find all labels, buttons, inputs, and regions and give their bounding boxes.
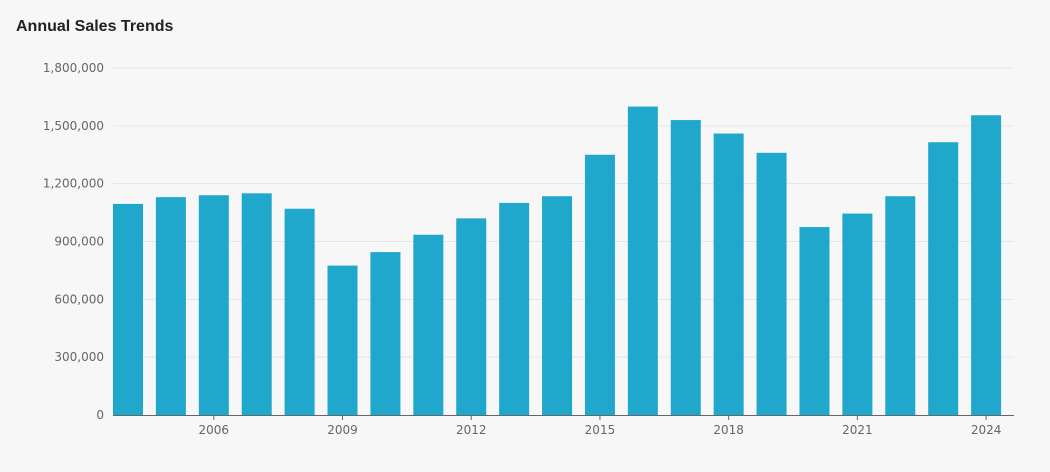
y-tick-label: 600,000 [54,292,104,306]
bar-2016 [627,106,658,415]
y-tick-label: 300,000 [54,350,104,364]
bar-2012 [456,218,487,415]
bar-2014 [542,196,573,415]
y-tick-label: 0 [96,408,104,422]
bar-2010 [370,252,401,415]
bar-2005 [155,197,186,415]
bar-2015 [584,154,615,415]
bar-2024 [971,115,1002,415]
chart-title: Annual Sales Trends [16,18,174,35]
x-tick-label: 2018 [713,423,744,437]
bar-2022 [885,196,916,415]
bar-2021 [842,213,873,415]
bar-2007 [241,193,272,415]
bar-2019 [756,152,787,415]
bar-2013 [499,202,530,415]
bar-2009 [327,265,358,415]
bar-2020 [799,227,830,415]
x-tick-label: 2021 [842,423,873,437]
bar-2023 [928,142,959,415]
bar-2018 [713,133,744,416]
bars [113,106,1002,416]
x-tick-label: 2024 [971,423,1002,437]
bar-2011 [413,234,444,415]
x-tick-label: 2009 [327,423,358,437]
x-tick-label: 2006 [199,423,230,437]
bar-2006 [198,195,229,415]
bar-2008 [284,208,315,415]
x-tick-label: 2015 [585,423,616,437]
y-tick-label: 1,200,000 [43,177,104,191]
y-tick-label: 1,500,000 [43,119,104,133]
x-tick-label: 2012 [456,423,487,437]
y-tick-label: 1,800,000 [43,61,104,75]
y-tick-label: 900,000 [54,235,104,249]
bar-2017 [670,120,701,416]
axes: 0 300,000 600,000 900,000 1,200,000 1,500,000… [43,61,1014,437]
bar-2004 [113,203,143,415]
